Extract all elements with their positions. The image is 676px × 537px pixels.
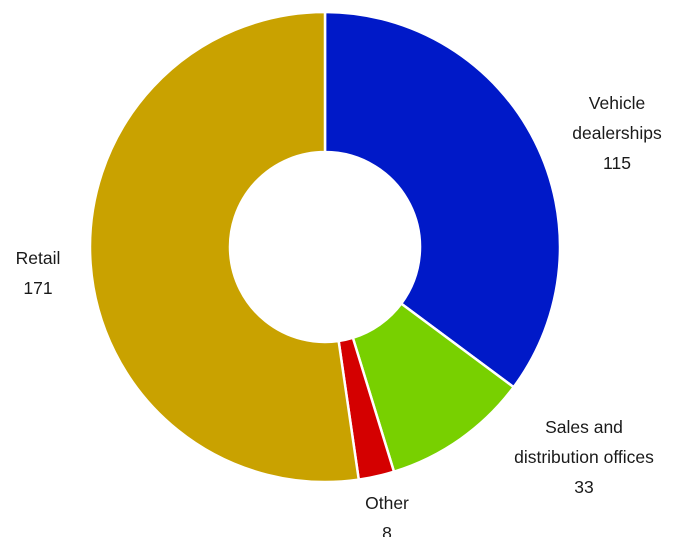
label-category-line: Vehicle [589, 93, 645, 113]
label-category-line: dealerships [572, 123, 662, 143]
label-value: 115 [603, 153, 631, 173]
label-value: 33 [574, 477, 593, 497]
label-sales-and-distribution-offices: Sales and distribution offices 33 [514, 417, 654, 497]
slices-group [88, 10, 562, 484]
label-value: 171 [23, 278, 52, 298]
labels-group: Vehicle dealerships 115 Sales and distributi… [16, 93, 662, 537]
label-category-line: distribution offices [514, 447, 654, 467]
label-category-line: Sales and [545, 417, 623, 437]
slice-vehicle-dealerships [323, 10, 562, 389]
slice-retail [88, 10, 360, 484]
label-vehicle-dealerships: Vehicle dealerships 115 [572, 93, 662, 173]
label-other: Other 8 [365, 493, 409, 537]
label-value: 8 [382, 523, 392, 537]
label-retail: Retail 171 [16, 248, 61, 298]
label-category-line: Other [365, 493, 409, 513]
label-category-line: Retail [16, 248, 61, 268]
